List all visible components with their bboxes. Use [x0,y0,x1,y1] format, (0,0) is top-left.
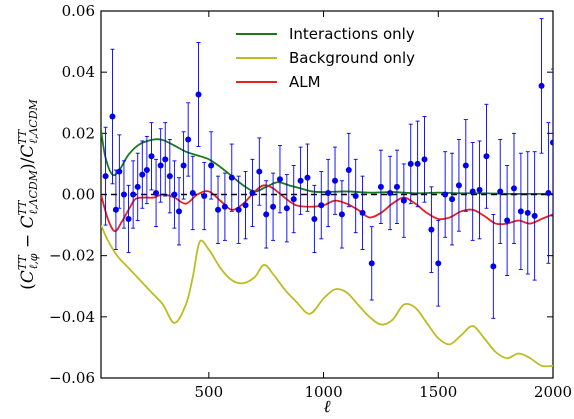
data-point [143,167,150,174]
data-point [120,191,127,198]
data-point [304,174,311,181]
data-point [368,260,375,267]
data-point [325,189,332,196]
y-tick-label: −0.04 [49,308,95,326]
data-point [153,189,160,196]
y-tick-label: 0.06 [62,2,95,20]
legend-label-alm: ALM [289,73,321,91]
data-point [435,260,442,267]
data-point [176,208,183,215]
y-axis-label: (CTTℓ,φ − CTTℓ,ΛCDM)/CTTℓ,ΛCDM [16,98,40,289]
data-point [139,171,146,178]
data-point [510,185,517,192]
data-point [462,162,469,169]
data-point [550,139,553,146]
data-point [483,153,490,160]
data-point [428,226,435,233]
data-point [524,209,531,216]
plot-area [101,18,553,368]
data-point [235,206,242,213]
data-point [497,188,504,195]
data-point [538,82,545,89]
data-point [263,211,270,218]
y-tick-label: 0.00 [62,186,95,204]
data-point [393,183,400,190]
y-axis-label-text: (CTTℓ,φ − CTTℓ,ΛCDM)/CTTℓ,ΛCDM [16,98,40,289]
x-axis-label: ℓ [323,397,330,417]
data-point [195,91,202,98]
data-points [102,18,553,319]
data-point [228,174,235,181]
data-point [208,162,215,169]
data-point [311,215,318,222]
data-point [242,202,249,209]
data-point [180,162,187,169]
data-point [112,206,119,213]
data-point [387,189,394,196]
data-point [256,168,263,175]
data-point [318,202,325,209]
data-point [531,212,538,219]
data-point [469,188,476,195]
y-tick-label: −0.06 [49,369,95,387]
data-point [201,193,208,200]
legend-label-background-only: Background only [289,49,415,67]
data-point [157,162,164,169]
data-point [102,173,109,180]
data-point [297,177,304,184]
data-point [185,136,192,143]
y-tick-label: 0.02 [62,124,95,142]
x-tick-label: 500 [195,383,224,401]
data-point [504,217,511,224]
data-point [116,168,123,175]
data-point [407,160,414,167]
data-point [249,189,256,196]
data-point [332,177,339,184]
x-tick-label: 2000 [534,383,572,401]
data-point [442,191,449,198]
axis-tick-labels: 500 1000 1500 2000 −0.06 −0.04 −0.02 0.00 0.02 0.… [49,2,572,401]
data-point [270,203,277,210]
legend-label-interactions-only: Interactions only [289,25,415,43]
data-point [162,156,169,163]
series-line-interactions-only [101,130,553,195]
data-point [166,173,173,180]
y-tick-label: 0.04 [62,63,95,81]
y-tick-label: −0.02 [49,247,95,265]
data-point [125,215,132,222]
series-line-background-only [101,224,553,368]
legend: Interactions only Background only ALM [236,25,415,91]
data-point [109,113,116,120]
data-point [171,191,178,198]
data-point [215,206,222,213]
x-tick-label: 1500 [419,383,457,401]
data-point [517,208,524,215]
data-point [221,203,228,210]
data-point [148,153,155,160]
data-point [345,167,352,174]
data-point [130,191,137,198]
data-point [455,182,462,189]
data-point [545,189,552,196]
x-tick-label: 1000 [304,383,342,401]
data-point [400,197,407,204]
data-point [476,186,483,193]
data-point [359,209,366,216]
data-point [283,205,290,212]
data-point [377,183,384,190]
data-point [134,183,141,190]
data-point [449,196,456,203]
data-point [352,193,359,200]
series-lines [101,130,553,368]
data-point [490,263,497,270]
data-point [421,156,428,163]
data-point [189,189,196,196]
data-point [276,176,283,183]
data-point [338,211,345,218]
data-point [290,196,297,203]
data-point [414,160,421,167]
